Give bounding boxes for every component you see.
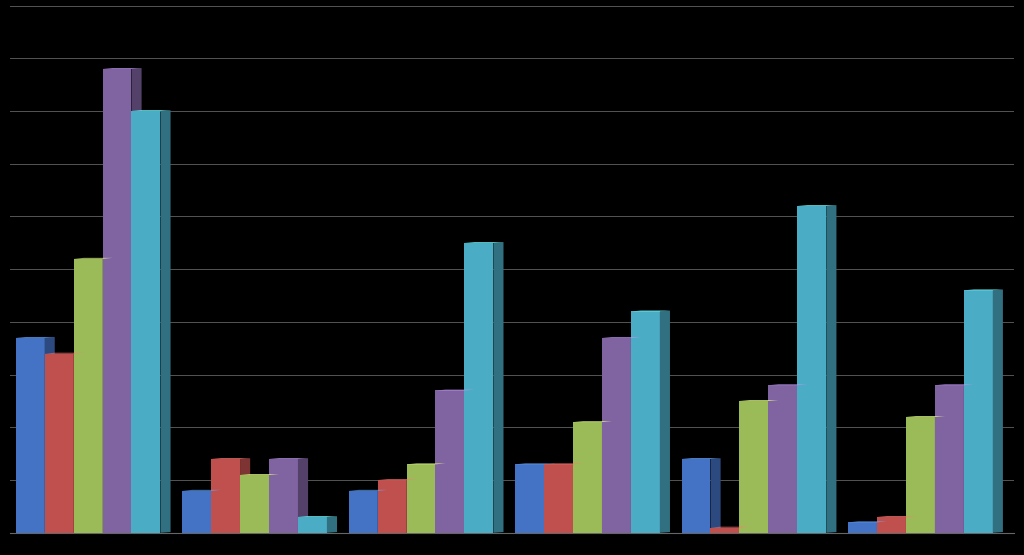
Polygon shape	[964, 385, 974, 533]
Polygon shape	[407, 463, 445, 464]
Polygon shape	[131, 68, 141, 533]
Polygon shape	[826, 205, 837, 533]
Polygon shape	[906, 516, 916, 533]
Polygon shape	[711, 527, 739, 533]
Polygon shape	[102, 258, 113, 533]
Polygon shape	[739, 400, 778, 401]
Polygon shape	[877, 517, 906, 533]
Polygon shape	[515, 463, 554, 464]
Polygon shape	[161, 110, 171, 533]
Polygon shape	[182, 491, 211, 533]
Polygon shape	[993, 290, 1002, 533]
Polygon shape	[935, 416, 945, 533]
Polygon shape	[378, 490, 388, 533]
Polygon shape	[768, 400, 778, 533]
Polygon shape	[407, 480, 417, 533]
Polygon shape	[711, 458, 721, 533]
Polygon shape	[515, 464, 544, 533]
Polygon shape	[465, 242, 504, 243]
Polygon shape	[240, 475, 269, 533]
Polygon shape	[935, 385, 964, 533]
Polygon shape	[544, 463, 583, 464]
Polygon shape	[240, 474, 280, 475]
Polygon shape	[298, 458, 308, 533]
Polygon shape	[435, 463, 445, 533]
Polygon shape	[74, 353, 84, 533]
Polygon shape	[631, 311, 659, 533]
Polygon shape	[659, 311, 670, 533]
Polygon shape	[435, 390, 474, 391]
Polygon shape	[269, 458, 308, 459]
Polygon shape	[877, 522, 887, 533]
Polygon shape	[494, 242, 504, 533]
Polygon shape	[848, 522, 877, 533]
Polygon shape	[298, 516, 337, 517]
Polygon shape	[739, 527, 750, 533]
Polygon shape	[877, 516, 916, 517]
Polygon shape	[768, 385, 798, 533]
Polygon shape	[348, 490, 388, 491]
Polygon shape	[269, 459, 298, 533]
Polygon shape	[798, 206, 826, 533]
Polygon shape	[102, 68, 141, 69]
Polygon shape	[131, 110, 171, 111]
Polygon shape	[465, 390, 474, 533]
Polygon shape	[211, 490, 221, 533]
Polygon shape	[45, 354, 74, 533]
Polygon shape	[298, 517, 327, 533]
Polygon shape	[102, 69, 131, 533]
Polygon shape	[906, 416, 945, 417]
Polygon shape	[682, 458, 721, 459]
Polygon shape	[465, 243, 494, 533]
Polygon shape	[631, 337, 641, 533]
Polygon shape	[602, 337, 631, 533]
Polygon shape	[544, 464, 573, 533]
Polygon shape	[573, 422, 602, 533]
Polygon shape	[798, 385, 808, 533]
Polygon shape	[964, 290, 993, 533]
Polygon shape	[45, 353, 84, 354]
Polygon shape	[182, 490, 221, 491]
Polygon shape	[327, 516, 337, 533]
Polygon shape	[378, 480, 407, 533]
Polygon shape	[602, 421, 612, 533]
Polygon shape	[211, 459, 240, 533]
Polygon shape	[573, 421, 612, 422]
Polygon shape	[45, 337, 54, 533]
Polygon shape	[573, 463, 583, 533]
Polygon shape	[74, 259, 102, 533]
Polygon shape	[739, 401, 768, 533]
Polygon shape	[906, 417, 935, 533]
Polygon shape	[211, 458, 250, 459]
Polygon shape	[682, 459, 711, 533]
Polygon shape	[798, 205, 837, 206]
Polygon shape	[435, 391, 465, 533]
Polygon shape	[544, 463, 554, 533]
Polygon shape	[348, 491, 378, 533]
Polygon shape	[240, 458, 250, 533]
Polygon shape	[74, 258, 113, 259]
Polygon shape	[131, 111, 161, 533]
Polygon shape	[269, 474, 280, 533]
Polygon shape	[15, 337, 45, 533]
Polygon shape	[407, 464, 435, 533]
